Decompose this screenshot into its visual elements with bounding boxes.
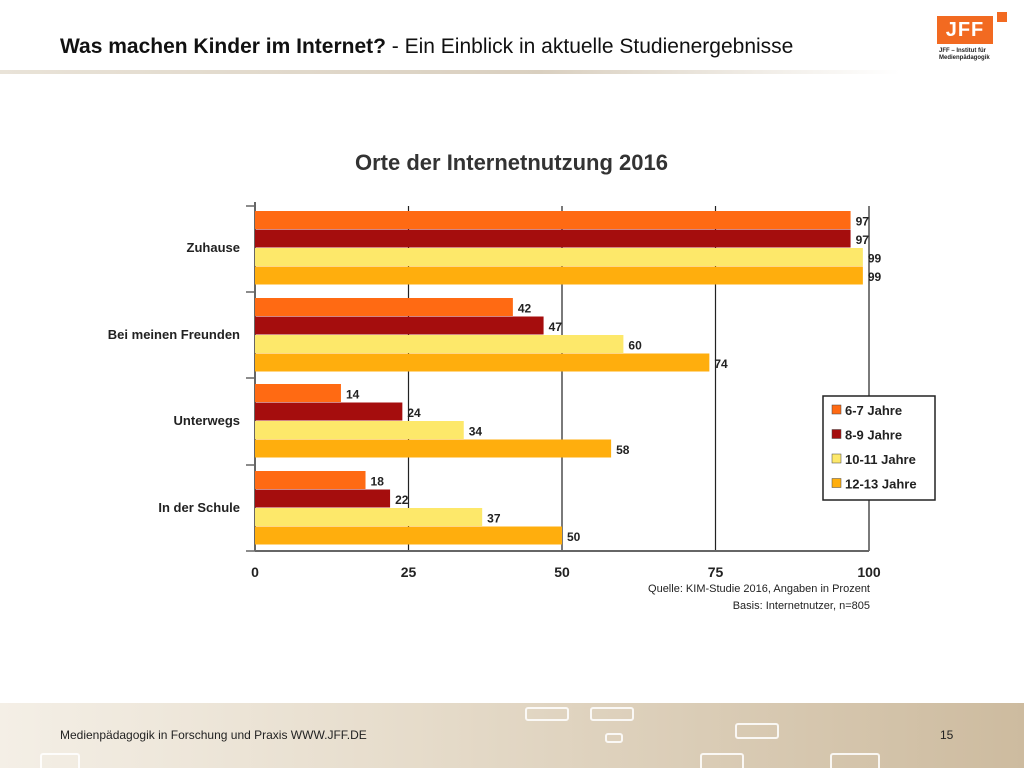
bar bbox=[255, 316, 544, 335]
bar bbox=[255, 335, 624, 353]
legend-swatch bbox=[831, 404, 842, 415]
bar bbox=[255, 298, 513, 316]
page-number: 15 bbox=[940, 728, 954, 742]
data-label: 42 bbox=[518, 301, 532, 315]
data-label: 22 bbox=[395, 493, 409, 507]
x-tick-label: 0 bbox=[251, 564, 259, 580]
slide-title-bold: Was machen Kinder im Internet? bbox=[60, 35, 386, 58]
logo-subtitle: JFF – Institut für Medienpädagogik bbox=[939, 48, 1011, 62]
footer-decoration bbox=[525, 707, 569, 721]
category-label: Unterwegs bbox=[174, 413, 240, 428]
x-tick-label: 25 bbox=[401, 564, 417, 580]
bar bbox=[255, 439, 612, 458]
data-label: 58 bbox=[616, 443, 630, 457]
footer-decoration bbox=[605, 733, 623, 743]
logo-subtitle-line1: JFF – Institut für bbox=[939, 48, 986, 54]
logo-mark: JFF bbox=[937, 16, 993, 44]
basis-note: Basis: Internetnutzer, n=805 bbox=[733, 600, 870, 612]
category-label: In der Schule bbox=[158, 500, 240, 515]
bar bbox=[255, 211, 851, 229]
bar bbox=[255, 526, 562, 545]
data-label: 50 bbox=[567, 530, 581, 544]
footer-decoration bbox=[700, 753, 744, 771]
chart-title: Orte der Internetnutzung 2016 bbox=[355, 150, 668, 175]
title-divider bbox=[0, 70, 900, 74]
legend-swatch bbox=[831, 429, 842, 439]
legend-label: 6-7 Jahre bbox=[845, 403, 902, 418]
data-label: 97 bbox=[856, 214, 870, 228]
source-note: Quelle: KIM-Studie 2016, Angaben in Proz… bbox=[648, 583, 870, 595]
data-label: 97 bbox=[856, 233, 870, 247]
bar bbox=[255, 353, 710, 372]
bar bbox=[255, 384, 341, 402]
bar bbox=[255, 421, 464, 439]
legend-swatch bbox=[831, 478, 842, 488]
data-label: 74 bbox=[714, 357, 728, 371]
x-tick-label: 100 bbox=[857, 564, 881, 580]
bar bbox=[255, 402, 403, 421]
footer-decoration bbox=[590, 707, 634, 721]
logo-dot bbox=[997, 12, 1007, 22]
logo-subtitle-line2: Medienpädagogik bbox=[939, 55, 990, 61]
data-label: 37 bbox=[487, 511, 501, 525]
bar bbox=[255, 508, 483, 526]
slide-title: Was machen Kinder im Internet? - Ein Ein… bbox=[60, 35, 793, 59]
data-label: 34 bbox=[469, 424, 483, 438]
data-label: 99 bbox=[868, 251, 882, 265]
bar bbox=[255, 471, 366, 489]
data-label: 18 bbox=[371, 474, 385, 488]
category-label: Zuhause bbox=[187, 240, 240, 255]
footer-decoration bbox=[735, 723, 779, 739]
data-label: 60 bbox=[628, 338, 642, 352]
data-label: 24 bbox=[407, 406, 421, 420]
footer-decoration bbox=[830, 753, 880, 771]
legend-box bbox=[822, 395, 936, 501]
data-label: 14 bbox=[346, 387, 360, 401]
bar bbox=[255, 248, 863, 266]
legend-label: 12-13 Jahre bbox=[845, 477, 917, 492]
jff-logo: JFF JFF – Institut für Medienpädagogik bbox=[937, 12, 1009, 72]
data-label: 99 bbox=[868, 270, 882, 284]
slide-title-rest: - Ein Einblick in aktuelle Studienergebn… bbox=[385, 35, 794, 58]
bar bbox=[255, 489, 391, 508]
category-label: Bei meinen Freunden bbox=[108, 327, 240, 342]
footer-text: Medienpädagogik in Forschung und Praxis … bbox=[60, 728, 367, 742]
legend-label: 8-9 Jahre bbox=[845, 428, 902, 443]
x-tick-label: 75 bbox=[708, 564, 724, 580]
footer-band bbox=[0, 703, 1024, 771]
footer-decoration bbox=[40, 753, 80, 771]
data-label: 47 bbox=[549, 320, 563, 334]
legend-label: 10-11 Jahre bbox=[845, 452, 916, 467]
x-tick-label: 50 bbox=[554, 564, 570, 580]
bar bbox=[255, 266, 863, 285]
bar bbox=[255, 229, 851, 248]
legend-swatch bbox=[831, 453, 842, 464]
